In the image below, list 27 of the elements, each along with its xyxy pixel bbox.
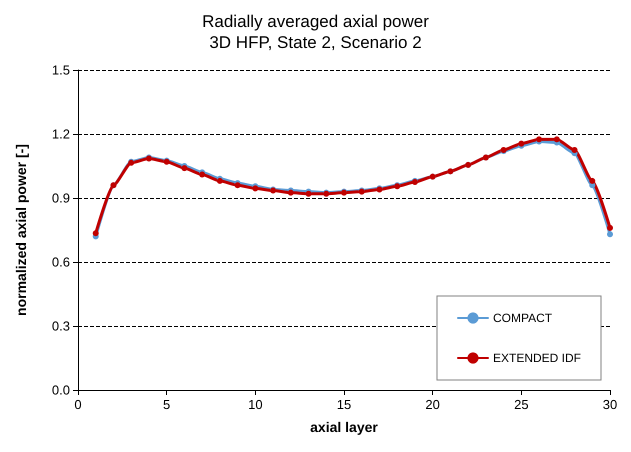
legend-label: COMPACT bbox=[492, 311, 553, 325]
chart-title: Radially averaged axial power bbox=[202, 12, 430, 31]
x-tick-label: 5 bbox=[163, 397, 170, 412]
point bbox=[199, 172, 206, 178]
y-tick-label: 1.2 bbox=[52, 126, 70, 142]
x-tick-label: 25 bbox=[514, 397, 529, 412]
x-tick-label: 10 bbox=[248, 397, 263, 412]
y-tick-label: 0.3 bbox=[52, 318, 70, 334]
chart-subtitle: 3D HFP, State 2, Scenario 2 bbox=[209, 33, 422, 52]
point bbox=[589, 178, 596, 184]
point bbox=[554, 136, 560, 142]
point bbox=[607, 231, 613, 238]
point bbox=[572, 147, 578, 153]
y-tick-label: 0.9 bbox=[52, 190, 70, 206]
x-tick-label: 0 bbox=[74, 397, 82, 412]
y-axis-title: normalized axial power [-] bbox=[13, 144, 29, 316]
point bbox=[181, 165, 188, 172]
x-axis-title: axial layer bbox=[310, 419, 378, 435]
x-tick-label: 15 bbox=[336, 397, 352, 412]
point bbox=[607, 224, 613, 231]
y-tick-label: 1.5 bbox=[52, 62, 70, 78]
legend-label: EXTENDED IDF bbox=[492, 351, 582, 365]
y-tick-label: 0.0 bbox=[52, 382, 70, 398]
point bbox=[92, 230, 99, 236]
x-tick-label: 30 bbox=[602, 397, 618, 412]
y-tick-label: 0.6 bbox=[52, 254, 70, 270]
x-tick-label: 20 bbox=[425, 397, 440, 412]
